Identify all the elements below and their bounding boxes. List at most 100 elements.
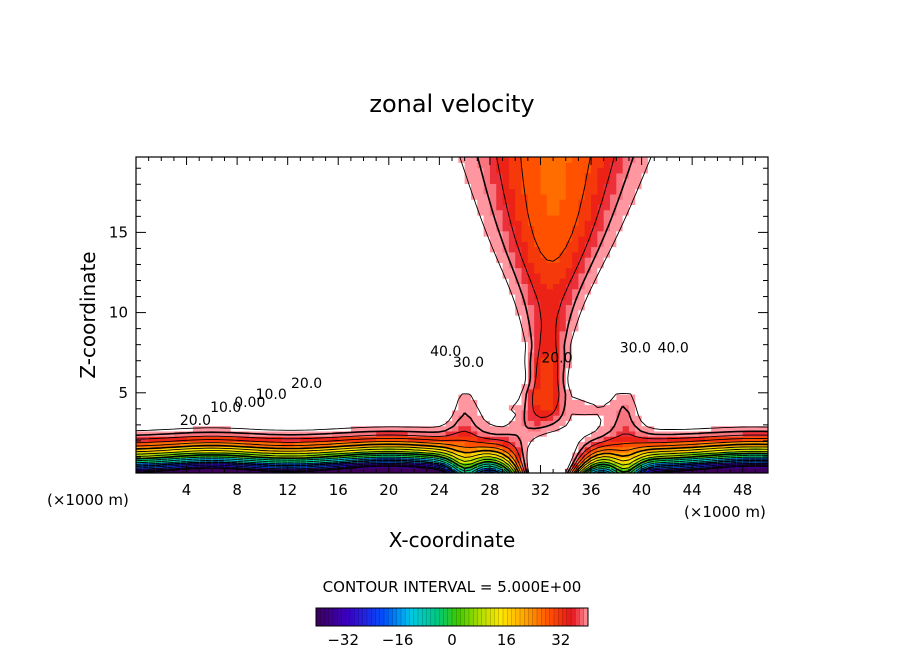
field-cell [275,246,282,253]
field-cell [597,209,605,216]
field-cell [224,367,232,374]
field-cell [527,241,535,248]
field-cell [294,415,301,421]
field-cell [546,388,554,395]
field-cell [192,262,200,269]
field-cell [527,288,535,295]
field-cell [275,372,282,379]
field-cell [761,241,768,248]
field-cell [679,220,687,227]
field-cell [470,288,478,295]
field-cell [508,383,516,390]
field-cell [363,467,371,473]
field-cell [218,251,226,258]
field-cell [230,304,238,311]
field-cell [628,341,636,348]
field-cell [698,378,706,385]
field-cell [237,415,245,421]
field-cell [376,283,384,290]
field-cell [635,230,643,237]
field-cell [344,257,352,263]
field-cell [470,220,478,227]
field-cell [344,362,352,369]
field-cell [736,330,744,337]
field-cell [654,378,662,385]
field-cell [268,362,276,369]
field-cell [281,409,289,416]
field-cell [761,388,768,395]
field-cell [445,336,453,342]
field-cell [161,330,169,337]
field-cell [363,415,371,421]
field-cell [401,283,409,290]
field-cell [496,372,504,379]
field-cell [439,209,447,216]
field-cell [660,330,668,337]
field-cell [749,446,756,453]
field-cell [578,320,586,327]
field-cell [692,267,700,274]
field-cell [363,357,371,363]
field-cell [736,404,744,411]
field-cell [420,278,428,284]
field-cell [199,330,207,337]
field-cell [654,399,662,406]
field-cell [142,367,150,374]
field-cell [685,436,693,442]
field-cell [736,394,744,400]
field-cell [698,283,706,290]
field-cell [388,283,396,290]
field-cell [199,430,207,437]
field-cell [275,283,282,290]
field-cell [628,241,636,248]
field-cell [382,315,390,321]
field-cell [262,451,270,458]
field-cell [148,346,156,353]
field-cell [635,325,643,332]
field-cell [180,394,188,400]
field-cell [426,220,434,227]
field-cell [470,367,478,374]
field-cell [186,404,194,411]
field-cell [243,378,251,385]
field-cell [749,420,756,427]
field-cell [319,351,327,358]
field-cell [755,399,763,406]
field-cell [591,336,598,342]
field-cell [546,262,554,269]
field-cell [654,425,662,432]
field-cell [306,283,314,290]
field-cell [647,330,655,337]
field-cell [211,415,219,421]
field-cell [464,278,472,284]
field-cell [388,214,396,221]
field-cell [628,288,636,295]
field-cell [647,230,655,237]
field-cell [489,357,497,363]
field-cell [294,399,301,406]
field-cell [553,425,561,432]
field-cell [761,404,768,411]
field-cell [167,409,175,416]
field-cell [306,378,314,385]
field-cell [730,220,737,227]
field-cell [230,251,238,258]
field-cell [458,436,466,442]
field-cell [281,441,289,448]
field-cell [142,446,150,453]
field-cell [591,430,598,437]
field-cell [136,330,143,337]
field-cell [635,272,643,279]
field-cell [508,214,516,221]
field-cell [243,262,251,269]
field-cell [654,394,662,400]
field-cell [287,451,295,458]
field-cell [211,367,219,374]
field-cell [749,383,756,390]
field-cell [496,320,504,327]
field-cell [540,372,548,379]
field-cell [527,404,535,411]
field-cell [186,304,194,311]
field-cell [698,325,706,332]
field-cell [742,409,750,416]
